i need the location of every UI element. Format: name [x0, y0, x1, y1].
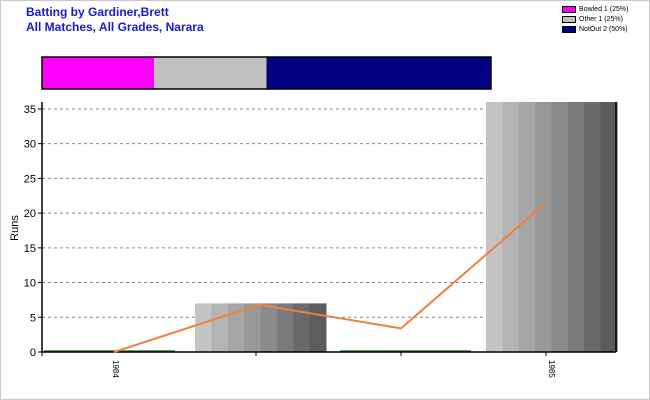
x-tick-label: 1985 — [547, 360, 556, 378]
bar-stripe — [567, 102, 585, 352]
bar-stripe — [260, 303, 278, 352]
y-tick-label: 0 — [30, 347, 36, 359]
bar-stripe — [584, 102, 602, 352]
breakdown-border — [41, 56, 492, 90]
y-tick-label: 10 — [24, 278, 36, 290]
chart-title: Batting by Gardiner,Brett — [26, 5, 169, 19]
bar-stripe — [502, 102, 520, 352]
bar-stripe — [227, 303, 245, 352]
bar-stripe — [244, 303, 261, 352]
axes: 0 5 10 15 20 25 30 35 1984 1985 — [24, 102, 617, 378]
y-tick-label: 5 — [30, 312, 36, 324]
y-axis-label: Runs — [9, 215, 21, 241]
y-tick-label: 15 — [24, 243, 36, 255]
legend: Bowled 1 (25%) Other 1 (25%) NotOut 2 (5… — [562, 4, 628, 34]
runs-line — [113, 201, 547, 353]
legend-swatch-bowled — [562, 5, 576, 13]
bar-stripe — [535, 102, 552, 352]
bar-stripe — [486, 102, 503, 352]
y-tick-label: 25 — [24, 173, 36, 185]
bar-stripe — [211, 303, 229, 352]
breakdown-segment-notout — [266, 57, 491, 89]
bar-stripe — [309, 303, 327, 352]
legend-label-bowled: Bowled 1 (25%) — [579, 5, 629, 13]
bar-stripe — [518, 102, 536, 352]
bar-stripe — [195, 303, 212, 352]
x-tick-label: 1984 — [111, 360, 120, 378]
bar-stripe — [600, 102, 618, 352]
bar-stripe — [293, 303, 311, 352]
y-tick-label: 20 — [24, 208, 36, 220]
chart-subtitle: All Matches, All Grades, Narara — [26, 20, 204, 34]
bars — [44, 102, 618, 352]
legend-item-notout: NotOut 2 (50%) — [562, 24, 628, 34]
legend-label-other: Other 1 (25%) — [579, 15, 623, 23]
series-line — [113, 201, 547, 353]
y-tick-label: 35 — [24, 104, 36, 116]
breakdown-segment-bowled — [42, 57, 155, 89]
dismissal-breakdown-bar — [41, 56, 492, 90]
legend-swatch-notout — [562, 25, 576, 33]
legend-item-other: Other 1 (25%) — [562, 14, 628, 24]
breakdown-segment-other — [154, 57, 267, 89]
legend-swatch-other — [562, 15, 576, 23]
legend-item-bowled: Bowled 1 (25%) — [562, 4, 628, 14]
bar-stripe — [551, 102, 569, 352]
y-tick-label: 30 — [24, 139, 36, 151]
bar-stripe — [276, 303, 294, 352]
legend-label-notout: NotOut 2 (50%) — [579, 25, 628, 33]
